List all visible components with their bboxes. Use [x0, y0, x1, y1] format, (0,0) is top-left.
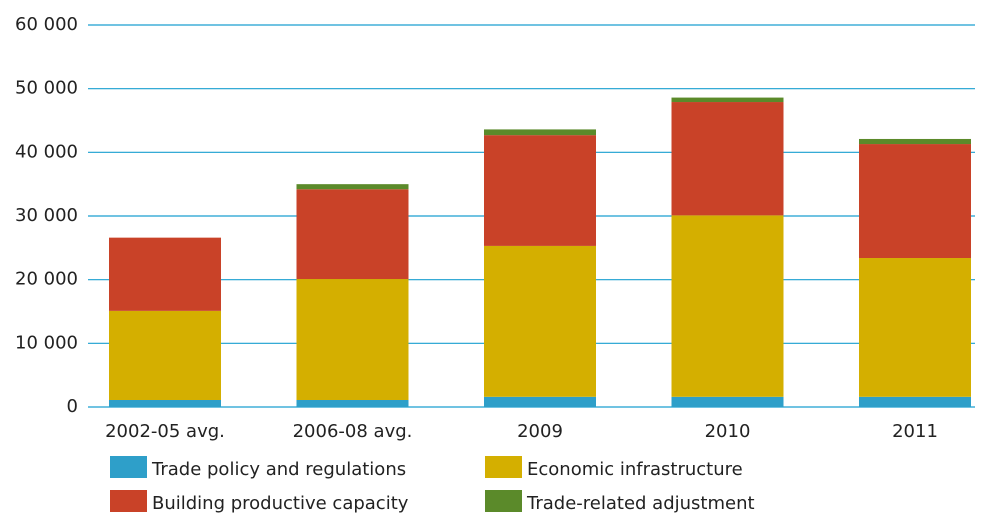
legend-label: Trade-related adjustment [526, 493, 755, 514]
bar-segment [671, 396, 784, 407]
bar-segment [296, 399, 409, 407]
y-tick-label: 40 000 [15, 141, 78, 162]
bar-segment [484, 245, 596, 397]
y-tick-label: 10 000 [15, 332, 78, 353]
bar-segment [484, 129, 596, 136]
x-tick-label: 2006-08 avg. [293, 421, 413, 442]
bar-segment [296, 189, 409, 280]
legend-swatch [110, 456, 147, 478]
y-tick-label: 60 000 [15, 14, 78, 35]
y-tick-label: 20 000 [15, 269, 78, 290]
legend-swatch [485, 490, 522, 512]
legend-swatch [110, 490, 147, 512]
x-tick-label: 2009 [517, 421, 563, 442]
bar-segment [109, 237, 221, 311]
bar-segment [484, 396, 596, 407]
legend-label: Trade policy and regulations [151, 459, 406, 480]
x-tick-label: 2011 [892, 421, 938, 442]
y-tick-label: 30 000 [15, 205, 78, 226]
x-tick-label: 2002-05 avg. [105, 421, 225, 442]
bar-segment [671, 102, 784, 216]
bar-segment [859, 258, 971, 397]
y-tick-label: 50 000 [15, 78, 78, 99]
legend-swatch [485, 456, 522, 478]
bar-segment [671, 215, 784, 397]
bar-segment [109, 310, 221, 400]
bar-segment [296, 184, 409, 190]
bar-segment [859, 396, 971, 407]
x-tick-label: 2010 [705, 421, 751, 442]
bar-segment [859, 138, 971, 145]
bar-segment [859, 144, 971, 259]
y-tick-label: 0 [67, 396, 78, 417]
bar-segment [484, 135, 596, 246]
legend-label: Economic infrastructure [527, 459, 743, 480]
legend-label: Building productive capacity [152, 493, 409, 514]
bar-segment [109, 399, 221, 407]
bar-segment [296, 279, 409, 400]
bar-segment [671, 97, 784, 103]
